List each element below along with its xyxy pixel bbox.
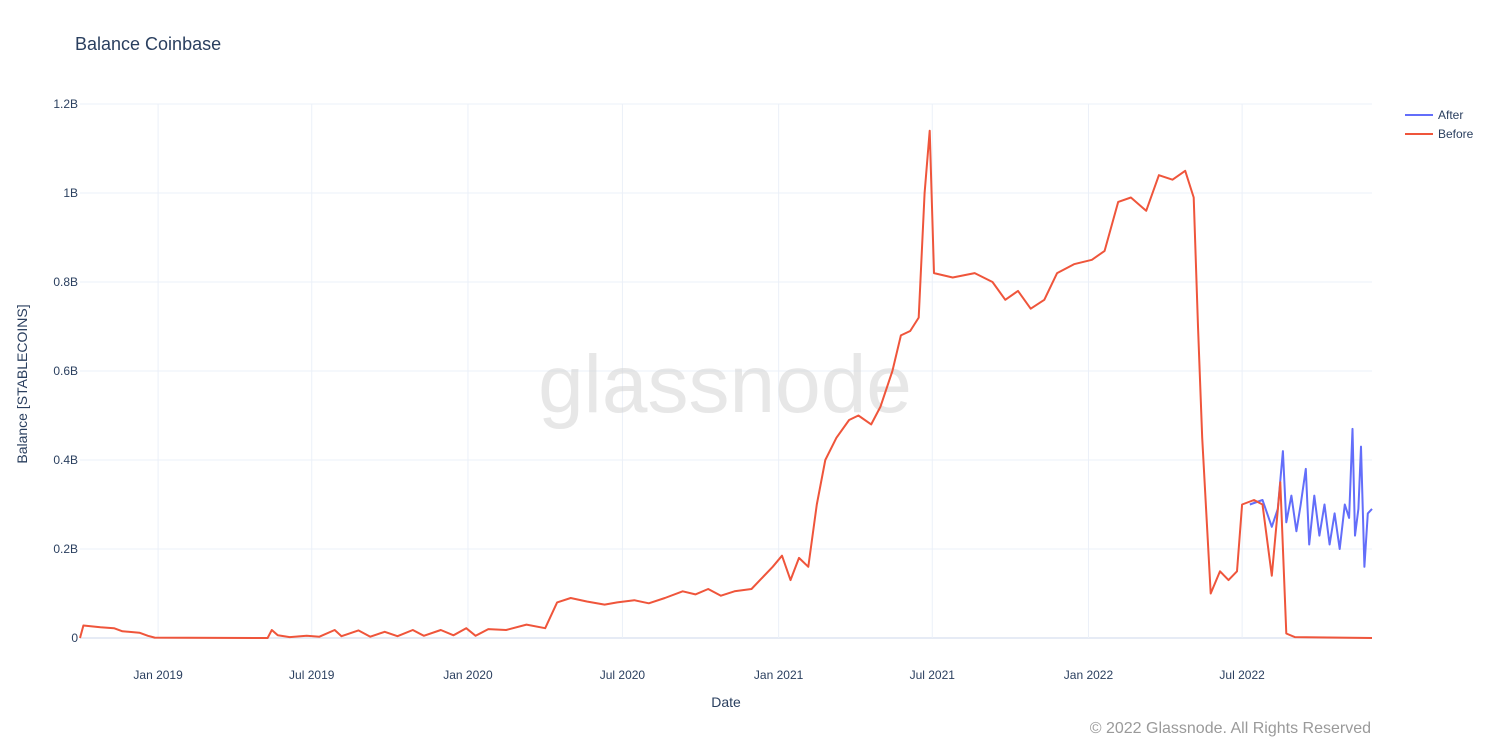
x-tick-label: Jul 2022 bbox=[1219, 668, 1265, 682]
x-tick-label: Jul 2020 bbox=[600, 668, 646, 682]
y-tick-label: 0.6B bbox=[53, 364, 78, 378]
legend[interactable]: After Before bbox=[1405, 108, 1474, 141]
x-tick-label: Jul 2021 bbox=[910, 668, 956, 682]
series-lines bbox=[79, 129, 1373, 639]
y-axis-label: Balance [STABLECOINS] bbox=[14, 304, 30, 463]
legend-item-after[interactable]: After bbox=[1405, 108, 1463, 122]
x-tick-label: Jul 2019 bbox=[289, 668, 335, 682]
x-axis-ticks: Jan 2019 Jul 2019 Jan 2020 Jul 2020 Jan 2021… bbox=[133, 668, 1265, 682]
legend-label: Before bbox=[1438, 127, 1474, 141]
y-tick-label: 0.4B bbox=[53, 453, 78, 467]
gridlines bbox=[80, 103, 1372, 639]
legend-item-before[interactable]: Before bbox=[1405, 127, 1474, 141]
y-tick-label: 0 bbox=[71, 631, 78, 645]
x-tick-label: Jan 2020 bbox=[443, 668, 493, 682]
y-tick-label: 1.2B bbox=[53, 97, 78, 111]
series-line-after bbox=[1249, 427, 1373, 568]
series-line-before bbox=[79, 129, 1373, 639]
x-axis-label: Date bbox=[711, 694, 741, 710]
watermark-text: glassnode bbox=[538, 339, 912, 430]
x-tick-label: Jan 2022 bbox=[1064, 668, 1114, 682]
chart-title: Balance Coinbase bbox=[75, 34, 221, 54]
y-axis-ticks: 0 0.2B 0.4B 0.6B 0.8B 1B 1.2B bbox=[53, 97, 78, 645]
copyright-text: © 2022 Glassnode. All Rights Reserved bbox=[1090, 720, 1371, 737]
x-tick-label: Jan 2021 bbox=[754, 668, 804, 682]
y-tick-label: 0.2B bbox=[53, 542, 78, 556]
x-tick-label: Jan 2019 bbox=[133, 668, 183, 682]
legend-label: After bbox=[1438, 108, 1463, 122]
y-tick-label: 0.8B bbox=[53, 275, 78, 289]
y-tick-label: 1B bbox=[63, 186, 78, 200]
